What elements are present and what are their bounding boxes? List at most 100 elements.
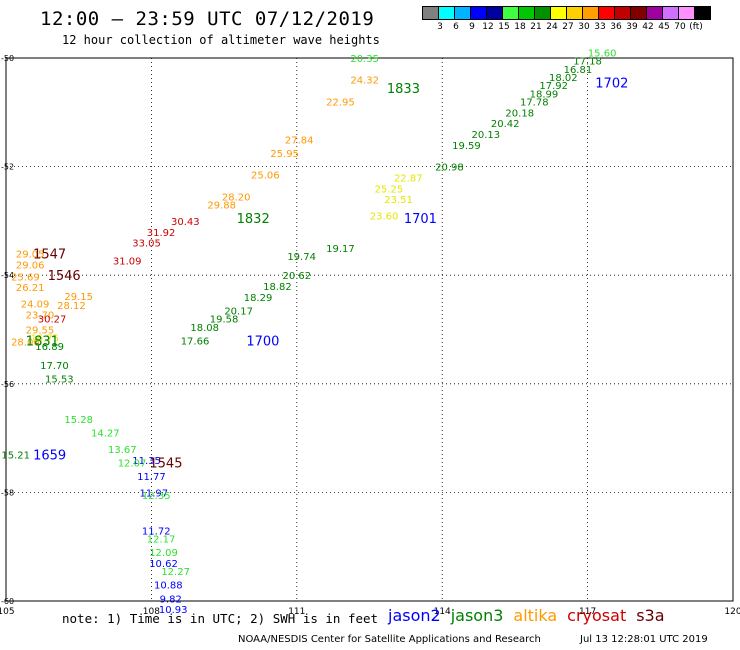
swh-data-label: 20.18 [505, 108, 534, 119]
swh-data-label: 20.35 [350, 54, 379, 65]
legend-tick-label: 21 [530, 22, 542, 32]
swh-data-label: 17.70 [40, 361, 69, 372]
swh-data-label: 12.07 [118, 459, 147, 470]
swh-data-label: 12.27 [161, 567, 190, 578]
swh-data-label: 29.55 [26, 326, 55, 337]
legend-tick-label: 9 [469, 22, 475, 32]
swh-data-label: 17.18 [573, 57, 602, 68]
swh-data-label: 31.09 [113, 257, 142, 268]
swh-data-label: 22.87 [394, 173, 423, 184]
swh-data-label: 9.82 [160, 594, 182, 605]
swh-data-label: 11.97 [140, 488, 169, 499]
pass-time-label: 1833 [387, 82, 420, 97]
swh-data-label: 30.27 [38, 315, 67, 326]
swh-data-label: 16.89 [35, 342, 64, 353]
swh-data-label: 14.27 [91, 429, 120, 440]
swh-data-label: 28.20 [222, 192, 251, 203]
swh-data-label: 15.60 [588, 49, 617, 60]
swh-data-label: 20.98 [435, 163, 464, 174]
swh-data-label: 15.21 [1, 450, 30, 461]
pass-time-label: 1832 [237, 212, 270, 227]
swh-data-label: 18.02 [549, 73, 578, 84]
swh-data-label: 23.70 [26, 310, 55, 321]
swh-data-label: 28.12 [57, 301, 86, 312]
pass-time-label: 1701 [404, 212, 437, 227]
swh-data-label: 25.95 [270, 149, 299, 160]
swh-data-label: 29.15 [64, 292, 93, 303]
swh-data-label: 19.59 [452, 141, 481, 152]
x-tick-label: 117 [579, 607, 596, 617]
x-tick-label: 105 [0, 607, 15, 617]
swh-data-label: 12.17 [147, 535, 176, 546]
legend-tick-label: 30 [578, 22, 590, 32]
swh-data-label: 17.66 [181, 336, 210, 347]
swh-data-label: 15.28 [64, 415, 93, 426]
swh-data-label: 26.21 [16, 283, 45, 294]
pass-time-label: 1547 [33, 247, 66, 262]
swh-data-label: 25.69 [11, 272, 40, 283]
legend-tick-label: 15 [498, 22, 510, 32]
swh-data-label: 23.51 [384, 195, 413, 206]
satellite-legend-item: jason2 [388, 606, 441, 625]
legend-tick-label: 18 [514, 22, 526, 32]
legend-tick-label: 39 [626, 22, 638, 32]
y-tick-label: -58 [1, 488, 14, 497]
legend-tick-label: 27 [562, 22, 574, 32]
legend-tick-label: 70 [674, 22, 686, 32]
swh-data-label: 30.43 [171, 217, 200, 228]
swh-data-label: 17.78 [520, 97, 549, 108]
legend-tick-label: 45 [658, 22, 670, 32]
satellite-legend: jason2 jason3 altika cryosat s3a [388, 606, 675, 625]
legend-tick-label: 12 [482, 22, 494, 32]
swh-data-label: 24.09 [21, 299, 50, 310]
swh-data-label: 12.09 [149, 548, 178, 559]
page-subtitle: 12 hour collection of altimeter wave hei… [62, 33, 380, 47]
color-legend-ticks: 3 6 9 12 15 18 21 24 27 30 33 36 39 42 45 70 (ft) [422, 22, 740, 34]
pass-time-label: 1546 [48, 269, 81, 284]
x-tick-label: 114 [434, 607, 451, 617]
legend-tick-label: 36 [610, 22, 622, 32]
legend-tick-label: 33 [594, 22, 606, 32]
swh-data-label: 11.72 [142, 526, 171, 537]
pass-time-label: 1700 [246, 334, 279, 349]
page-title: 12:00 – 23:59 UTC 07/12/2019 [40, 8, 375, 30]
swh-data-label: 25.25 [375, 184, 404, 195]
footer-timestamp: Jul 13 12:28:01 UTC 2019 [580, 634, 708, 645]
swh-data-label: 11.77 [137, 472, 166, 483]
footer-note: note: 1) Time is in UTC; 2) SWH is in fe… [62, 611, 379, 626]
swh-data-label: 10.93 [159, 605, 188, 616]
swh-data-label: 10.88 [154, 581, 183, 592]
x-tick-label: 111 [288, 607, 305, 617]
swh-data-label: 25.06 [251, 171, 280, 182]
legend-tick-label: 42 [642, 22, 654, 32]
y-tick-label: -56 [1, 380, 14, 389]
legend-tick-label: 6 [453, 22, 459, 32]
pass-time-label: 1659 [33, 448, 66, 463]
swh-data-label: 20.42 [491, 119, 520, 130]
swh-data-label: 18.29 [244, 293, 273, 304]
swh-data-label: 18.08 [190, 323, 219, 334]
satellite-legend-item: altika [513, 606, 558, 625]
swh-data-label: 12.35 [142, 491, 171, 502]
swh-data-label: 29.88 [207, 201, 236, 212]
swh-data-label: 31.92 [147, 228, 176, 239]
pass-time-label: 1831 [26, 334, 59, 349]
swh-data-label: 23.60 [370, 211, 399, 222]
color-legend [422, 6, 711, 20]
satellite-legend-item: jason3 [450, 606, 504, 625]
pass-time-label: 1702 [595, 76, 628, 91]
swh-data-label: 11.35 [132, 456, 161, 467]
satellite-legend-item: cryosat [567, 606, 627, 625]
swh-data-label: 29.06 [16, 260, 45, 271]
legend-tick-label: 3 [437, 22, 443, 32]
legend-tick-label: (ft) [689, 22, 703, 32]
y-tick-label: -54 [1, 271, 14, 280]
swh-data-label: 18.99 [530, 89, 559, 100]
swh-data-label: 29.05 [16, 249, 45, 260]
swh-data-label: 28.06 [11, 337, 40, 348]
swh-data-label: 17.92 [539, 81, 568, 92]
swh-data-label: 16.81 [564, 65, 593, 76]
swh-data-label: 16.75 [30, 334, 59, 345]
swh-data-label: 10.62 [149, 559, 178, 570]
